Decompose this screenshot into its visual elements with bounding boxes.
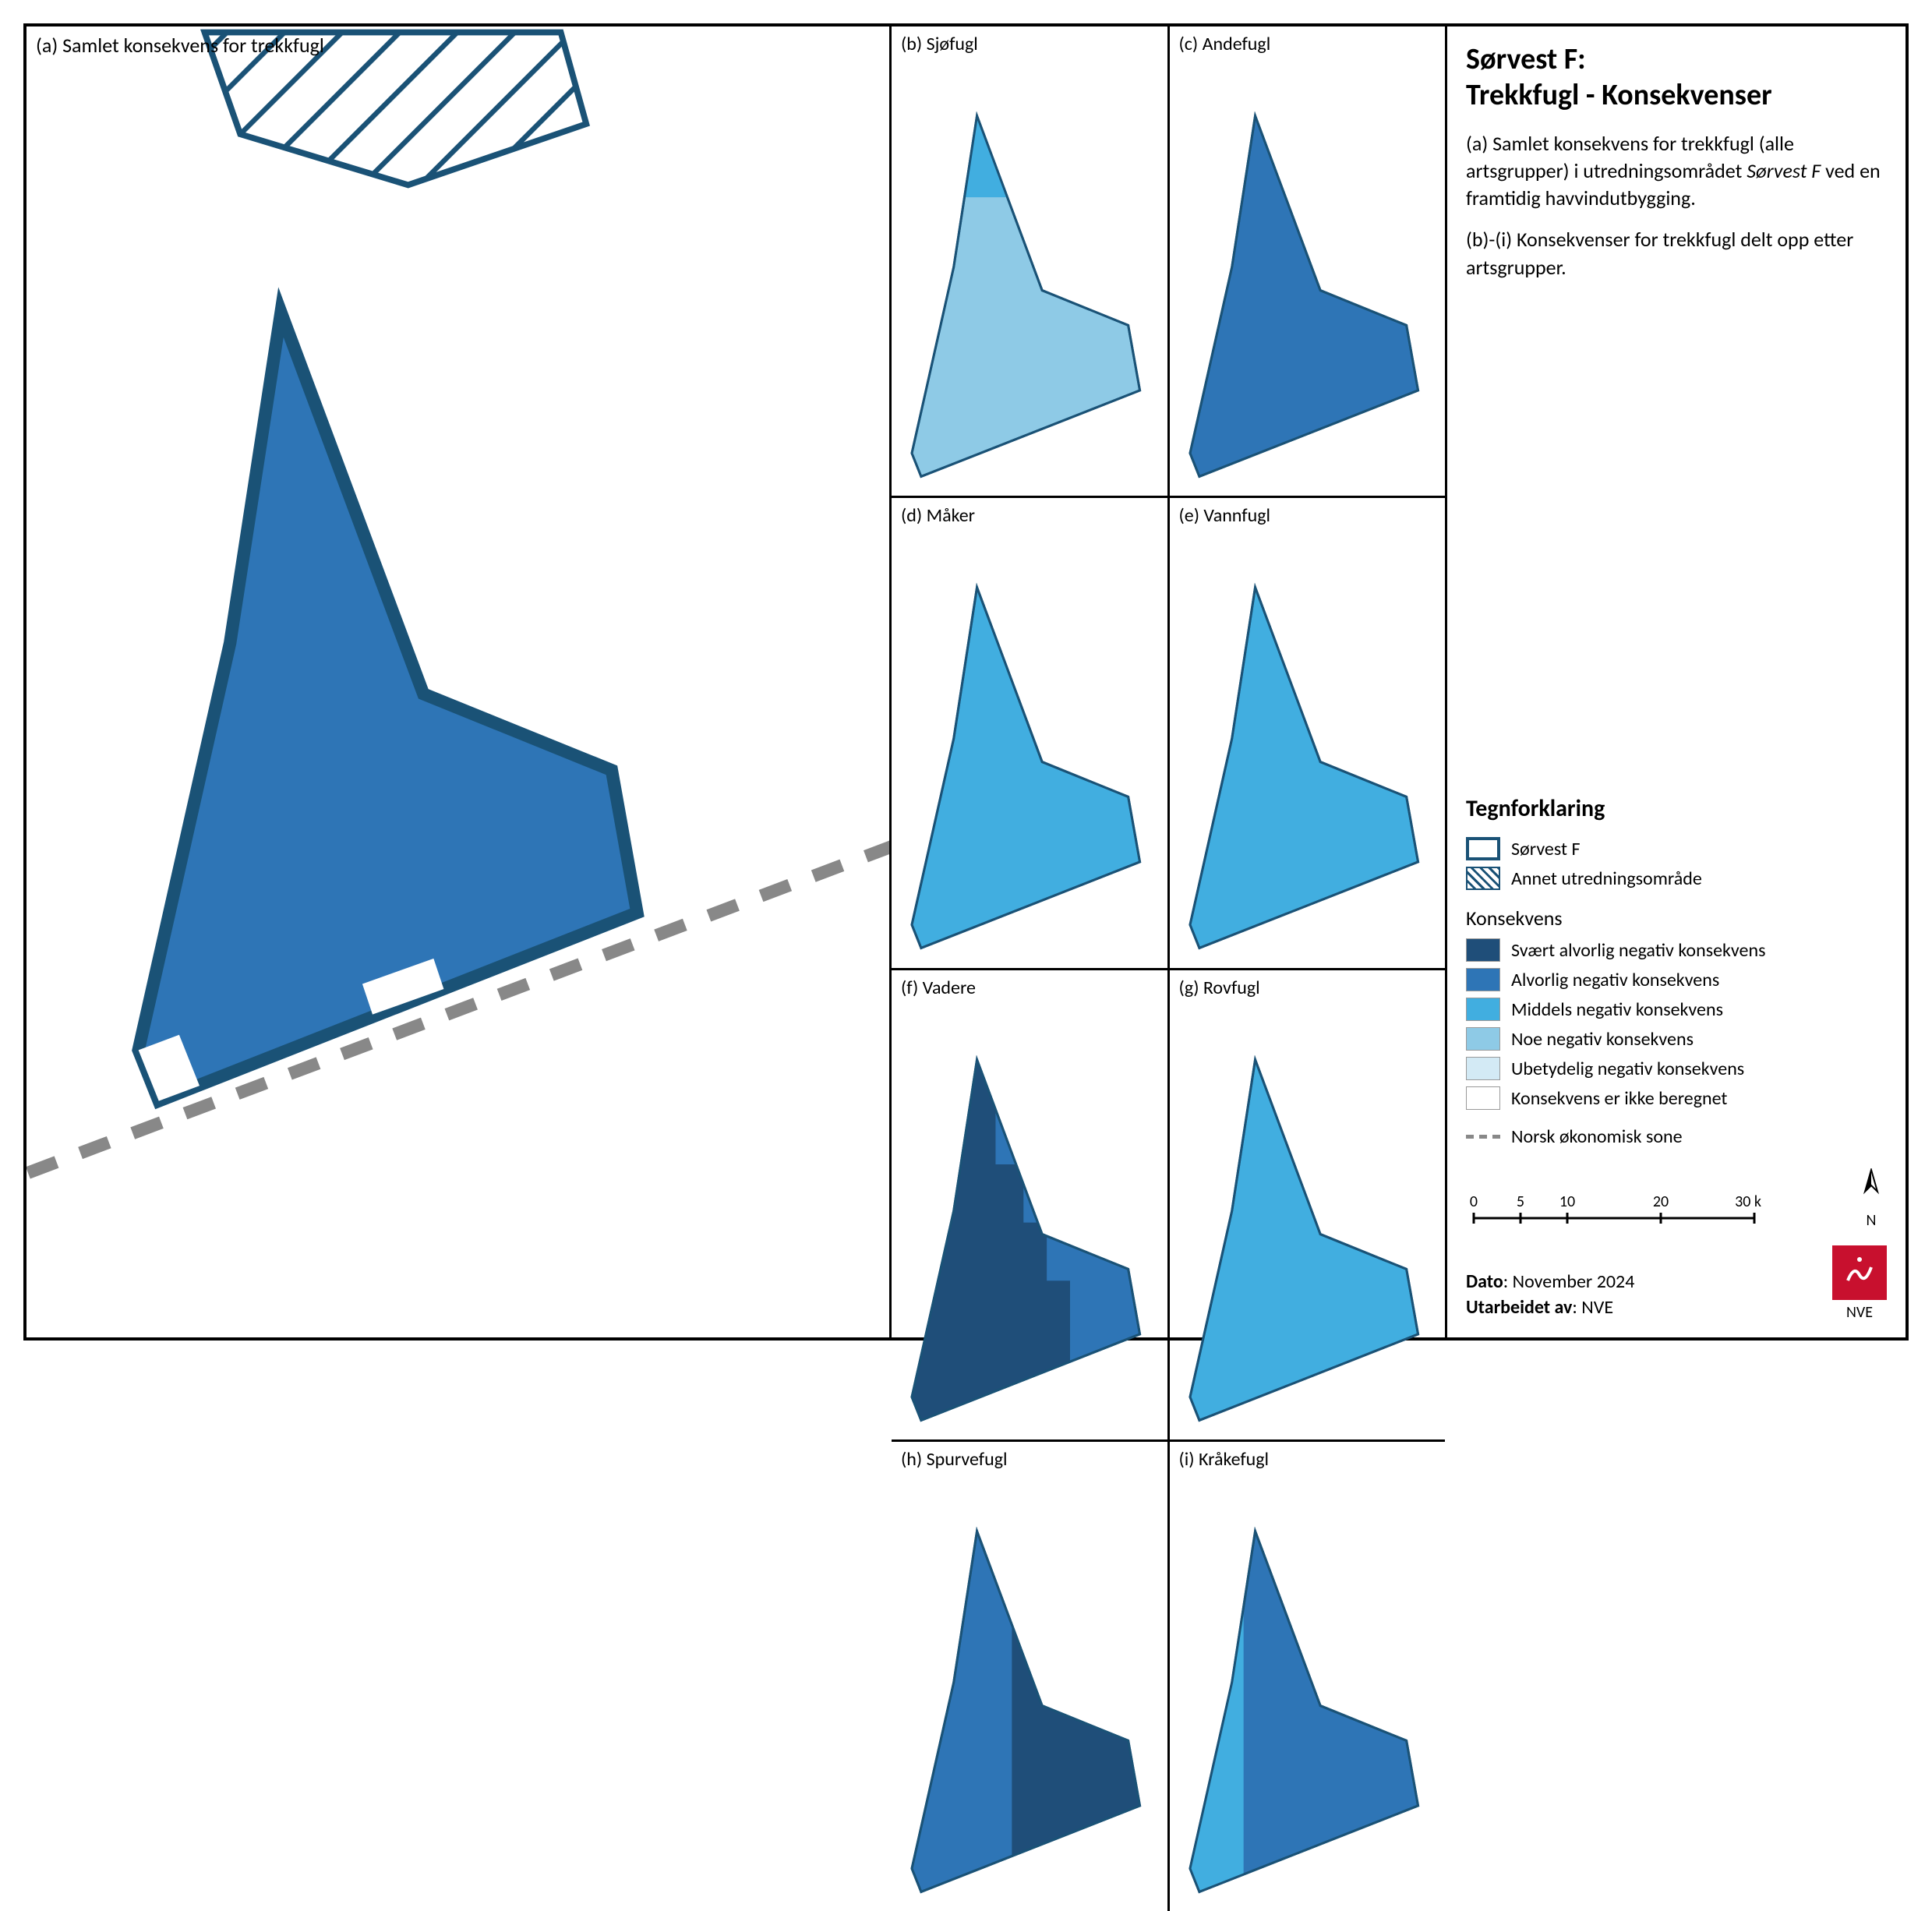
legend-row-level: Noe negativ konsekvens xyxy=(1466,1027,1887,1051)
desc-a: (a) Samlet konsekvens for trekkfugl (all… xyxy=(1466,130,1887,212)
desc-b: (b)-(i) Konsekvenser for trekkfugl delt … xyxy=(1466,226,1887,281)
legend-label-level: Alvorlig negativ konsekvens xyxy=(1511,969,1719,991)
legend-label-level: Svært alvorlig negativ konsekvens xyxy=(1511,939,1765,962)
scalebar: 0 5 10 20 30 km xyxy=(1466,1191,1762,1230)
legend-label-level: Middels negativ konsekvens xyxy=(1511,998,1723,1021)
small-panel: (e) Vannfugl xyxy=(1170,498,1446,967)
sidebar-title: Sørvest F: Trekkfugl - Konsekvenser xyxy=(1466,42,1887,113)
legend-sub: Konsekvens xyxy=(1466,906,1887,931)
panel-label: (f) Vadere xyxy=(901,977,976,999)
svg-text:10: 10 xyxy=(1559,1192,1575,1211)
legend-label-other: Annet utredningsområde xyxy=(1511,867,1702,890)
legend-label-level: Konsekvens er ikke beregnet xyxy=(1511,1087,1727,1110)
legend-label-level: Noe negativ konsekvens xyxy=(1511,1028,1694,1051)
small-row: (f) Vadere (g) Rovfugl xyxy=(892,970,1445,1442)
title-line-1: Sørvest F: xyxy=(1466,41,1586,77)
legend-row-level: Middels negativ konsekvens xyxy=(1466,998,1887,1021)
small-panels-grid: (b) Sjøfugl (c) Andefugl (d) Måker (e) Vann… xyxy=(892,26,1445,1337)
nve-logo-label: NVE xyxy=(1832,1303,1887,1322)
svg-text:5: 5 xyxy=(1517,1192,1524,1211)
small-row: (h) Spurvefugl (i) Kråkefugl xyxy=(892,1442,1445,1911)
swatch-level xyxy=(1466,998,1500,1021)
panel-label: (b) Sjøfugl xyxy=(901,33,978,55)
author-value: NVE xyxy=(1581,1296,1613,1319)
north-arrow-svg xyxy=(1856,1168,1887,1211)
panel-a-map xyxy=(26,26,892,1336)
panel-label: (c) Andefugl xyxy=(1179,33,1271,55)
panel-a-main: (a) Samlet konsekvens for trekkfugl xyxy=(26,26,892,1337)
legend-label-eez: Norsk økonomisk sone xyxy=(1511,1125,1683,1148)
swatch-level xyxy=(1466,938,1500,962)
swatch-level xyxy=(1466,1027,1500,1051)
panel-label: (i) Kråkefugl xyxy=(1179,1448,1270,1471)
small-panel: (h) Spurvefugl xyxy=(892,1442,1170,1911)
swatch-level xyxy=(1466,1057,1500,1080)
legend-row-eez: Norsk økonomisk sone xyxy=(1466,1125,1887,1148)
svg-text:30 km: 30 km xyxy=(1735,1192,1762,1211)
small-row: (d) Måker (e) Vannfugl xyxy=(892,498,1445,970)
footer: Dato: November 2024 Utarbeidet av: NVE N… xyxy=(1466,1245,1887,1322)
swatch-dash xyxy=(1466,1135,1500,1139)
panel-a-label: (a) Samlet konsekvens for trekkfugl xyxy=(36,33,324,58)
svg-text:0: 0 xyxy=(1470,1192,1478,1211)
desc-a-ital: Sørvest F xyxy=(1747,158,1821,183)
date-value: November 2024 xyxy=(1513,1270,1635,1293)
legend-label-area: Sørvest F xyxy=(1511,838,1580,860)
title-line-2: Trekkfugl - Konsekvenser xyxy=(1466,77,1772,113)
figure-container: (a) Samlet konsekvens for trekkfugl (b) … xyxy=(23,23,1909,1341)
small-panel: (f) Vadere xyxy=(892,970,1170,1439)
legend-row-level: Konsekvens er ikke beregnet xyxy=(1466,1086,1887,1110)
small-panel: (d) Måker xyxy=(892,498,1170,967)
sidebar: Sørvest F: Trekkfugl - Konsekvenser (a) … xyxy=(1445,26,1906,1337)
scale-row: 0 5 10 20 30 km N xyxy=(1466,1168,1887,1230)
small-panel: (c) Andefugl xyxy=(1170,26,1446,496)
desc-a-part1: (a) Samlet konsekvens for trekkfugl (all… xyxy=(1466,131,1794,183)
nve-logo: NVE xyxy=(1832,1245,1887,1322)
small-panel: (i) Kråkefugl xyxy=(1170,1442,1446,1911)
north-arrow: N xyxy=(1856,1168,1887,1230)
north-label: N xyxy=(1856,1211,1887,1230)
legend-title: Tegnforklaring xyxy=(1466,794,1887,823)
legend-label-level: Ubetydelig negativ konsekvens xyxy=(1511,1058,1744,1080)
date-label: Dato xyxy=(1466,1270,1503,1293)
panel-label: (d) Måker xyxy=(901,504,975,527)
legend-row-level: Alvorlig negativ konsekvens xyxy=(1466,968,1887,991)
panel-label: (g) Rovfugl xyxy=(1179,977,1260,999)
legend-row-level: Svært alvorlig negativ konsekvens xyxy=(1466,938,1887,962)
panel-label: (h) Spurvefugl xyxy=(901,1448,1008,1471)
svg-text:20: 20 xyxy=(1653,1192,1669,1211)
legend-row-area: Sørvest F xyxy=(1466,837,1887,860)
legend-levels: Svært alvorlig negativ konsekvens Alvorli… xyxy=(1466,938,1887,1116)
footer-text: Dato: November 2024 Utarbeidet av: NVE xyxy=(1466,1270,1634,1322)
small-panel: (b) Sjøfugl xyxy=(892,26,1170,496)
small-row: (b) Sjøfugl (c) Andefugl xyxy=(892,26,1445,498)
scalebar-svg: 0 5 10 20 30 km xyxy=(1466,1191,1762,1230)
panel-label: (e) Vannfugl xyxy=(1179,504,1271,527)
author-label: Utarbeidet av xyxy=(1466,1296,1572,1319)
swatch-level xyxy=(1466,1086,1500,1110)
swatch-hatch xyxy=(1466,867,1500,890)
small-panel: (g) Rovfugl xyxy=(1170,970,1446,1439)
nve-logo-svg xyxy=(1832,1245,1887,1300)
swatch-area-outline xyxy=(1466,837,1500,860)
legend-row-other: Annet utredningsområde xyxy=(1466,867,1887,890)
legend-row-level: Ubetydelig negativ konsekvens xyxy=(1466,1057,1887,1080)
swatch-level xyxy=(1466,968,1500,991)
